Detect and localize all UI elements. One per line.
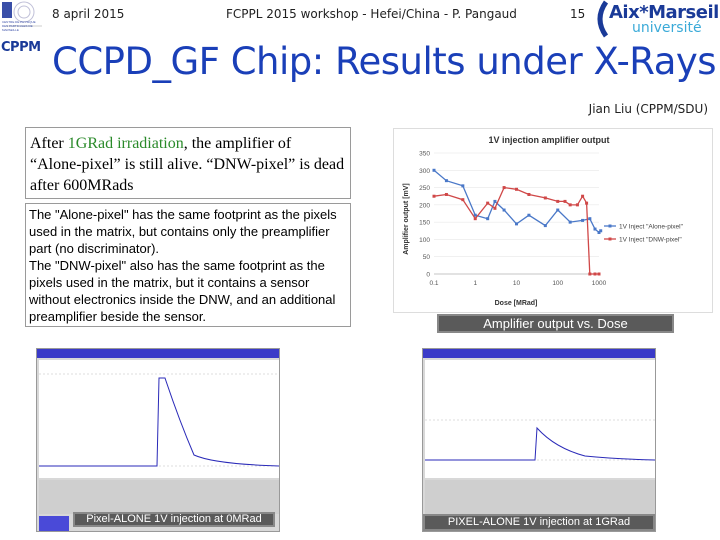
chart-data-point [493, 199, 497, 203]
amplifier-chart: 1V injection amplifier output Amplifier … [393, 128, 713, 313]
chart-series-line [433, 186, 599, 275]
chart-x-tick-label: 1000 [592, 280, 607, 287]
description-box: The "Alone-pixel" has the same footprint… [25, 203, 351, 327]
chart-y-tick-label: 50 [423, 254, 431, 261]
chart-x-tick-label: 10 [513, 280, 521, 287]
chart-legend-marker [608, 237, 612, 241]
chart-x-tick-label: 100 [552, 280, 563, 287]
summary-text-end: , the amplifier of “Alone-pixel” is stil… [30, 135, 345, 194]
scope-status-bar [39, 516, 69, 531]
chart-data-point [444, 179, 448, 183]
chart-data-point [515, 187, 518, 191]
chart-data-point [593, 272, 597, 276]
chart-caption: Amplifier output vs. Dose [437, 314, 674, 333]
cppm-logo-text: CPPM [1, 40, 41, 55]
chart-data-point [597, 272, 601, 276]
chart-data-point [502, 208, 506, 212]
cppm-logo: CENTRE DE PHYSIQUE DES PARTICULES DE MAR… [0, 0, 46, 58]
chart-data-point [432, 168, 436, 172]
chart-data-point [486, 217, 490, 221]
header-bar: CENTRE DE PHYSIQUE DES PARTICULES DE MAR… [0, 0, 720, 55]
amu-logo-bottom: université [632, 20, 702, 36]
page-number: 15 [570, 7, 586, 21]
chart-y-tick-label: 350 [419, 151, 430, 158]
chart-data-point [527, 213, 531, 217]
scope-caption-left: Pixel-ALONE 1V injection at 0MRad [73, 512, 275, 527]
chart-data-point [593, 227, 597, 231]
summary-text-start: After [30, 135, 68, 152]
chart-data-point [556, 208, 560, 212]
slide-title: CCPD_GF Chip: Results under X-Rays [52, 40, 717, 83]
scope-waveform-right [425, 419, 655, 461]
chart-data-point [473, 217, 477, 221]
chart-data-point [493, 206, 497, 210]
chart-legend-marker [608, 224, 612, 228]
summary-box: After 1GRad irradiation, the amplifier o… [25, 127, 351, 199]
chart-data-point [432, 194, 436, 198]
chart-data-point [581, 194, 585, 198]
chart-data-point [588, 272, 592, 276]
cppm-logo-small-text: CENTRE DE PHYSIQUE DES PARTICULES DE MAR… [2, 20, 36, 32]
summary-highlight: 1GRad irradiation [67, 135, 184, 152]
chart-data-point [568, 220, 572, 224]
scope-menubar [423, 349, 655, 358]
amplifier-chart-svg: 1V injection amplifier output Amplifier … [403, 135, 684, 307]
scope-screen [39, 360, 279, 478]
chart-data-point [556, 199, 560, 203]
chart-data-point [568, 203, 572, 207]
chart-data-point [543, 196, 547, 200]
chart-data-point [473, 213, 477, 217]
chart-y-tick-label: 300 [419, 168, 430, 175]
chart-x-tick-label: 1 [473, 280, 477, 287]
chart-legend-label: 1V Inject "DNW-pixel" [619, 237, 682, 244]
chart-y-tick-label: 150 [419, 220, 430, 227]
scope-waveform-left [39, 373, 279, 467]
chart-title: 1V injection amplifier output [488, 135, 609, 145]
scope-caption-right: PIXEL-ALONE 1V injection at 1GRad [423, 514, 655, 531]
chart-data-point [575, 203, 579, 207]
chart-legend-label: 1V Inject "Alone-pixel" [619, 224, 684, 231]
chart-data-point [486, 201, 490, 205]
chart-y-axis-label: Amplifier output [mV] [403, 183, 410, 255]
chart-data-point [588, 217, 592, 221]
chart-data-point [543, 224, 547, 228]
chart-data-point [461, 184, 465, 188]
scope-menubar [37, 349, 279, 358]
chart-data-point [563, 199, 567, 203]
header-date: 8 april 2015 [52, 7, 125, 21]
amu-logo-top: Aix*Marseille [609, 2, 720, 23]
amu-logo-bracket-icon [597, 0, 609, 38]
chart-data-point [585, 201, 589, 205]
scope-measurements [425, 480, 655, 514]
chart-y-tick-label: 0 [426, 272, 430, 279]
chart-data-point [461, 198, 465, 202]
chart-x-axis-label: Dose [MRad] [495, 300, 538, 307]
chart-y-tick-label: 200 [419, 202, 430, 209]
scope-screenshot-right [422, 348, 656, 532]
chart-data-point [527, 192, 531, 196]
chart-data-point [581, 218, 585, 222]
amu-logo: Aix*Marseille université [592, 0, 720, 40]
chart-data-point [444, 192, 448, 196]
description-alone-pixel: The "Alone-pixel" has the same footprint… [29, 207, 337, 256]
scope-measurements [39, 480, 279, 514]
chart-y-tick-label: 250 [419, 185, 430, 192]
cppm-logo-graphic [2, 1, 42, 27]
scope-screenshot-left [36, 348, 280, 532]
scope-screen [425, 360, 655, 478]
slide-author: Jian Liu (CPPM/SDU) [588, 102, 708, 116]
chart-y-tick-label: 100 [419, 237, 430, 244]
header-event: FCPPL 2015 workshop - Hefei/China - P. P… [226, 7, 517, 21]
chart-x-tick-label: 0.1 [429, 280, 438, 287]
chart-data-point [597, 231, 601, 235]
description-dnw-pixel: The "DNW-pixel" also has the same footpr… [29, 258, 336, 324]
chart-data-point [502, 186, 506, 190]
chart-data-point [515, 222, 518, 226]
chart-data-point [599, 229, 603, 233]
